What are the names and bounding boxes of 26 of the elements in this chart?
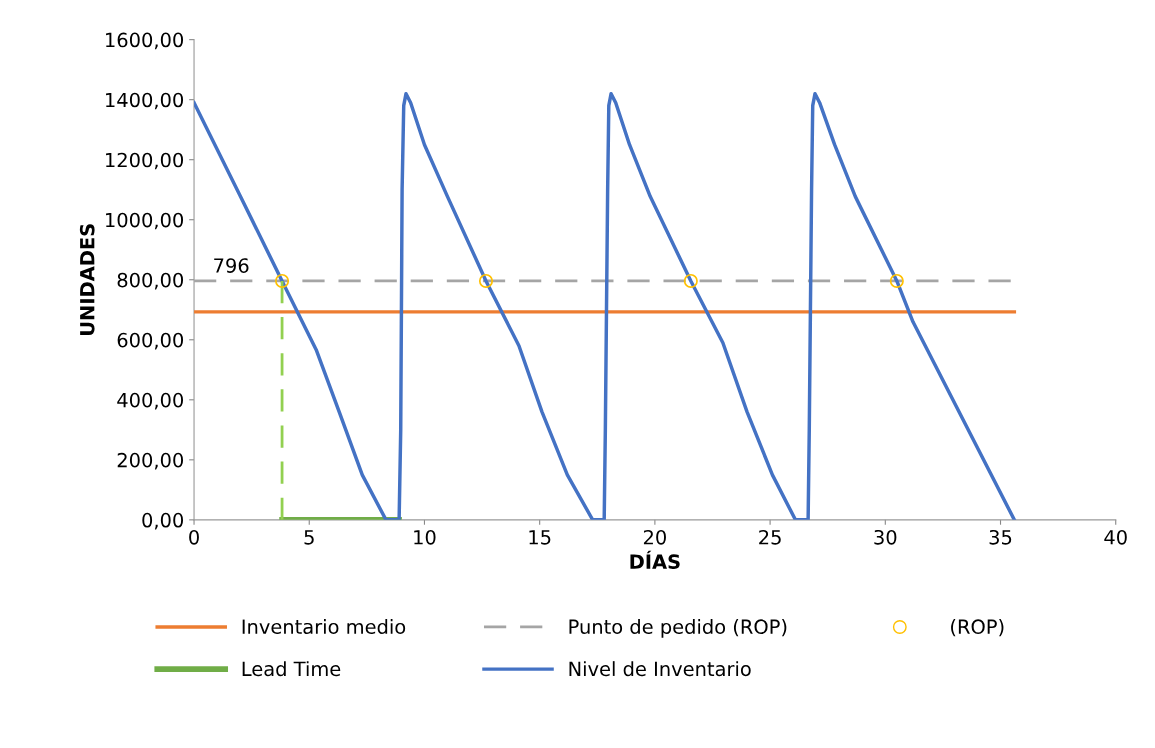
legend-label: Lead Time (242, 661, 341, 677)
x-tick-label: 5 (304, 530, 314, 545)
x-tick-label: 25 (759, 529, 781, 545)
legend-label: Nivel de Inventario (569, 661, 751, 677)
y-tick-label: 600,00 (117, 332, 184, 350)
x-tick-label: 15 (529, 530, 551, 545)
y-tick-label: 1000,00 (106, 212, 184, 230)
annotation: 796 (214, 258, 249, 273)
x-tick-label: 40 (1104, 529, 1127, 545)
y-tick-label: 1200,00 (106, 152, 184, 170)
x-axis-title: DÍAS (630, 550, 680, 570)
legend-label: (ROP) (951, 619, 1004, 637)
legend-label: Inventario medio (242, 619, 406, 635)
x-tick-label: 35 (989, 529, 1012, 545)
x-tick-label: 0 (189, 529, 199, 545)
y-tick-label: 1400,00 (106, 92, 184, 110)
legend-label: Punto de pedido (ROP) (569, 619, 787, 638)
y-tick-label: 800,00 (117, 272, 184, 290)
x-tick-label: 30 (874, 529, 897, 545)
y-tick-label: 1600,00 (106, 32, 184, 50)
y-axis-title: UNIDADES (79, 224, 95, 335)
y-tick-label: 200,00 (117, 452, 184, 470)
y-tick-label: 0,00 (142, 512, 184, 530)
x-tick-label: 10 (414, 529, 436, 545)
y-tick-label: 400,00 (117, 392, 184, 410)
x-tick-label: 20 (643, 529, 666, 545)
